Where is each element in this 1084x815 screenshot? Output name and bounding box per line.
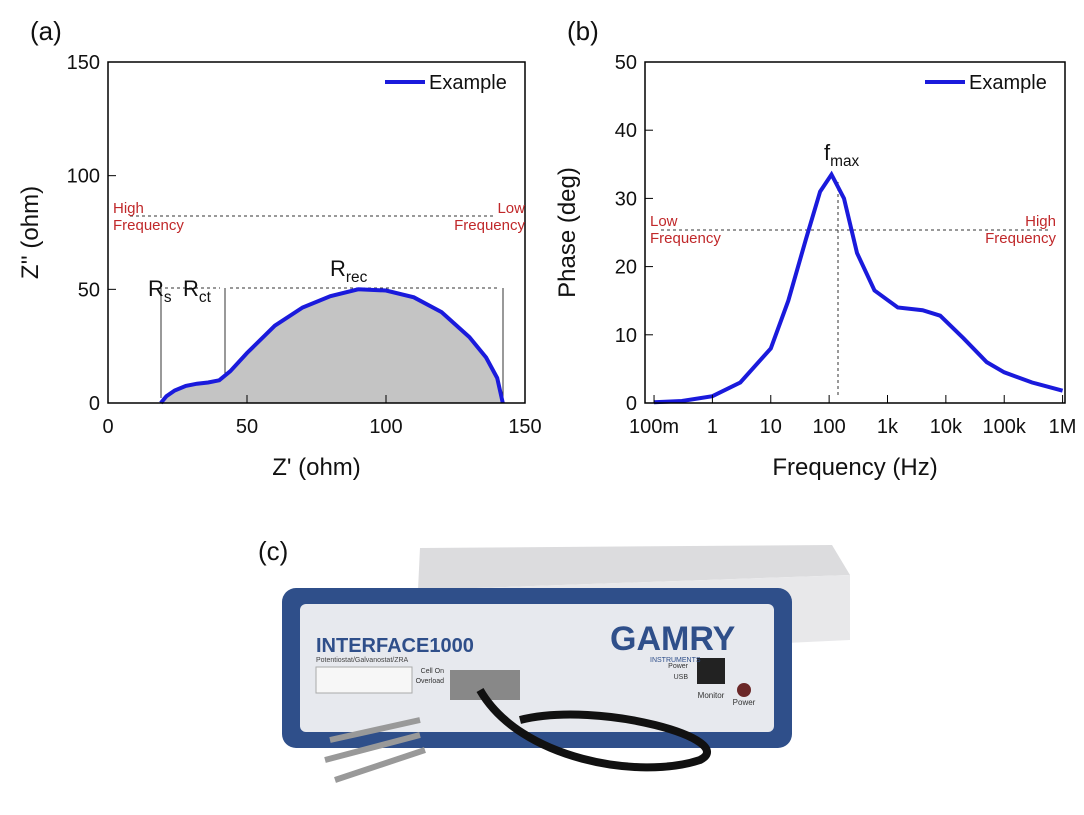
annotation-subscript: max (830, 153, 859, 170)
device-text: GAMRY (610, 620, 736, 658)
y-tick-label: 40 (615, 120, 637, 142)
x-tick-label: 50 (236, 416, 258, 438)
panel-label: (b) (567, 16, 599, 46)
annotation: Rs (148, 276, 172, 306)
y-tick-label: 100 (67, 166, 100, 188)
plot-frame (107, 61, 526, 404)
y-tick-label: 50 (78, 279, 100, 301)
annotation: Rct (183, 276, 212, 306)
annotation-subscript: ct (199, 289, 212, 306)
panel-label: (c) (258, 536, 288, 566)
x-tick-label: 10 (760, 416, 782, 438)
x-tick-label: 100 (812, 416, 845, 438)
annotation: Low Frequency (454, 200, 525, 234)
annotation: High Frequency (113, 200, 184, 234)
x-tick-label: 100k (983, 416, 1027, 438)
annotation-line: Low (650, 213, 678, 230)
x-tick-label: 10k (930, 416, 963, 438)
annotation-main: f (824, 140, 831, 165)
annotation: Low Frequency (650, 213, 721, 247)
plot-frame (644, 61, 1066, 404)
device-text: Potentiostat/Galvanostat/ZRA (316, 657, 409, 664)
device-text: Power (668, 663, 689, 670)
x-tick-label: 1 (707, 416, 718, 438)
data-line (653, 170, 1064, 405)
arrows-a (130, 182, 1050, 398)
x-tick-label: 100m (629, 416, 679, 438)
device-text: Overload (416, 678, 445, 685)
x-axis-label: Frequency (Hz) (772, 454, 937, 481)
annotation-main: R (330, 256, 346, 281)
y-axis-label: Phase (deg) (554, 167, 581, 298)
y-tick-label: 0 (626, 393, 637, 415)
annotation-main: R (183, 276, 199, 301)
data-line (159, 287, 505, 405)
x-tick-label: 1M (1049, 416, 1077, 438)
annotation-line: Frequency (113, 217, 184, 234)
annotation-main: R (148, 276, 164, 301)
panel-label: (a) (30, 16, 62, 46)
annotation-line: Frequency (650, 230, 721, 247)
area-fill (159, 288, 504, 404)
device-text: INSTRUMENTS (650, 657, 701, 664)
y-tick-label: 20 (615, 257, 637, 279)
device-text: Cell On (421, 668, 444, 675)
annotation: Rrec (330, 256, 368, 286)
y-tick-label: 150 (67, 52, 100, 74)
annotation-subscript: rec (346, 269, 368, 286)
device-text: Power (733, 698, 756, 707)
legend-label: Example (429, 72, 507, 94)
annotation-subscript: s (164, 289, 172, 306)
x-axis-label: Z' (ohm) (272, 454, 361, 481)
annotation-line: High (113, 200, 144, 217)
legend-label: Example (969, 72, 1047, 94)
device-photo (282, 545, 850, 783)
y-tick-label: 50 (615, 52, 637, 74)
x-tick-label: 100 (369, 416, 402, 438)
x-tick-label: 1k (877, 416, 899, 438)
annotation: High Frequency (985, 213, 1056, 247)
device-text: Monitor (698, 691, 725, 700)
device-text: INTERFACE1000 (316, 635, 474, 657)
y-tick-label: 0 (89, 393, 100, 415)
x-tick-label: 0 (102, 416, 113, 438)
annotation: fmax (824, 140, 860, 170)
annotation-line: Frequency (454, 217, 525, 234)
annotation-line: High (1025, 213, 1056, 230)
annotation-line: Low (497, 200, 525, 217)
y-tick-label: 10 (615, 325, 637, 347)
y-axis-label: Z'' (ohm) (17, 186, 44, 279)
y-tick-label: 30 (615, 188, 637, 210)
x-tick-label: 150 (508, 416, 541, 438)
device-text: USB (674, 674, 689, 681)
annotation-line: Frequency (985, 230, 1056, 247)
